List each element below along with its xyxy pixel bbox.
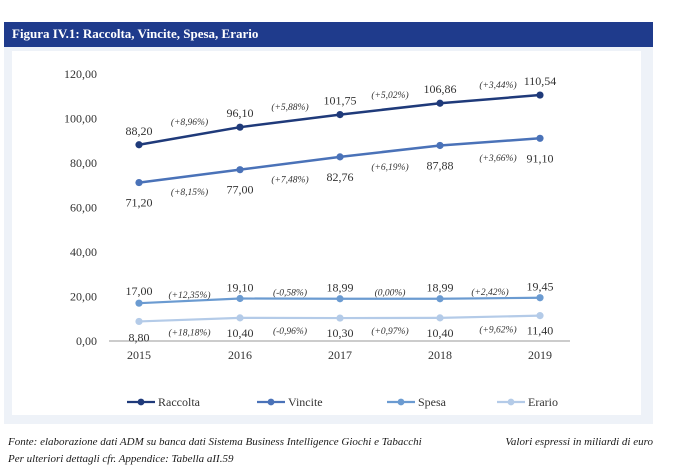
data-label: 77,00 — [227, 183, 254, 197]
data-point-vincite — [336, 153, 344, 161]
units-note: Valori espressi in miliardi di euro — [505, 436, 653, 448]
data-label: 11,40 — [527, 324, 554, 338]
percent-change-label: (+18,18%) — [168, 328, 210, 339]
y-tick-label: 120,00 — [64, 67, 97, 81]
x-tick-label: 2016 — [228, 348, 252, 362]
data-label: 10,40 — [227, 326, 254, 340]
data-point-raccolta — [536, 91, 544, 99]
data-label: 110,54 — [524, 74, 557, 88]
legend-label-raccolta: Raccolta — [158, 395, 201, 409]
data-label: 87,88 — [427, 158, 454, 172]
data-point-vincite — [236, 166, 244, 174]
data-label: 10,40 — [427, 326, 454, 340]
legend-marker-raccolta — [137, 398, 145, 406]
x-tick-label: 2019 — [528, 348, 552, 362]
data-point-erario — [336, 314, 344, 322]
data-label: 8,80 — [129, 330, 150, 344]
percent-change-label: (+5,88%) — [271, 102, 308, 113]
percent-change-label: (+7,48%) — [271, 174, 308, 185]
percent-change-label: (+12,35%) — [168, 290, 210, 301]
data-point-raccolta — [135, 141, 143, 149]
percent-change-label: (-0,58%) — [273, 288, 307, 299]
data-point-spesa — [436, 295, 444, 303]
data-point-spesa — [236, 294, 244, 303]
percent-change-label: (+0,97%) — [371, 326, 408, 337]
percent-change-label: (+6,19%) — [371, 162, 408, 173]
data-point-raccolta — [236, 123, 244, 131]
figure-panel: Figura IV.1: Raccolta, Vincite, Spesa, E… — [4, 22, 653, 424]
data-label: 82,76 — [327, 170, 354, 184]
data-label: 71,20 — [126, 196, 153, 210]
data-label: 88,20 — [126, 124, 153, 138]
x-tick-label: 2015 — [127, 348, 151, 362]
legend-label-vincite: Vincite — [288, 395, 323, 409]
percent-change-label: (-0,96%) — [273, 326, 307, 337]
y-tick-label: 80,00 — [70, 156, 97, 170]
data-point-erario — [536, 312, 544, 320]
figure-title-bar: Figura IV.1: Raccolta, Vincite, Spesa, E… — [4, 22, 653, 47]
percent-change-label: (+8,96%) — [171, 117, 208, 128]
percent-change-label: (+3,44%) — [479, 80, 516, 91]
data-point-erario — [436, 314, 444, 322]
y-tick-label: 100,00 — [64, 112, 97, 126]
data-point-erario — [236, 314, 244, 322]
percent-change-label: (+5,02%) — [371, 90, 408, 101]
legend-label-erario: Erario — [528, 395, 558, 409]
legend-label-spesa: Spesa — [418, 395, 447, 409]
percent-change-label: (+8,15%) — [171, 187, 208, 198]
data-point-raccolta — [436, 99, 444, 107]
y-tick-label: 40,00 — [70, 245, 97, 259]
y-tick-label: 20,00 — [70, 290, 97, 304]
data-label: 96,10 — [227, 106, 254, 120]
data-point-spesa — [536, 294, 544, 302]
legend-marker-erario — [507, 398, 515, 406]
legend-marker-spesa — [397, 398, 405, 406]
y-tick-label: 0,00 — [76, 334, 97, 348]
data-point-spesa — [336, 295, 344, 303]
data-label: 18,99 — [427, 281, 454, 295]
data-label: 19,45 — [527, 280, 554, 294]
data-label: 106,86 — [424, 82, 457, 96]
legend-marker-vincite — [267, 398, 275, 406]
percent-change-label: (+9,62%) — [479, 325, 516, 336]
figure-title: Figura IV.1: Raccolta, Vincite, Spesa, E… — [12, 26, 259, 41]
x-tick-label: 2017 — [328, 348, 352, 362]
data-label: 19,10 — [227, 281, 254, 295]
line-chart: 0,00 20,00 40,00 60,00 80,00 100,00 120,00 2015… — [64, 67, 570, 409]
data-point-vincite — [436, 141, 444, 150]
data-label: 10,30 — [327, 326, 354, 340]
table-reference-note: Per ulteriori dettagli cfr. Appendice: T… — [8, 453, 234, 465]
data-point-vincite — [135, 178, 143, 187]
chart-panel: 0,00 20,00 40,00 60,00 80,00 100,00 120,00 2015… — [12, 51, 641, 415]
y-tick-label: 60,00 — [70, 201, 97, 215]
data-point-spesa — [135, 299, 143, 307]
x-tick-label: 2018 — [428, 348, 452, 362]
data-point-vincite — [536, 134, 544, 142]
source-note: Fonte: elaborazione dati ADM su banca da… — [8, 436, 422, 448]
percent-change-label: (+3,66%) — [479, 153, 516, 164]
data-point-erario — [135, 317, 143, 326]
data-point-raccolta — [336, 111, 344, 119]
data-label: 18,99 — [327, 281, 354, 295]
data-label: 91,10 — [527, 151, 554, 165]
data-label: 101,75 — [324, 94, 357, 108]
percent-change-label: (0,00%) — [375, 288, 406, 299]
data-label: 17,00 — [126, 284, 153, 298]
percent-change-label: (+2,42%) — [471, 287, 508, 298]
